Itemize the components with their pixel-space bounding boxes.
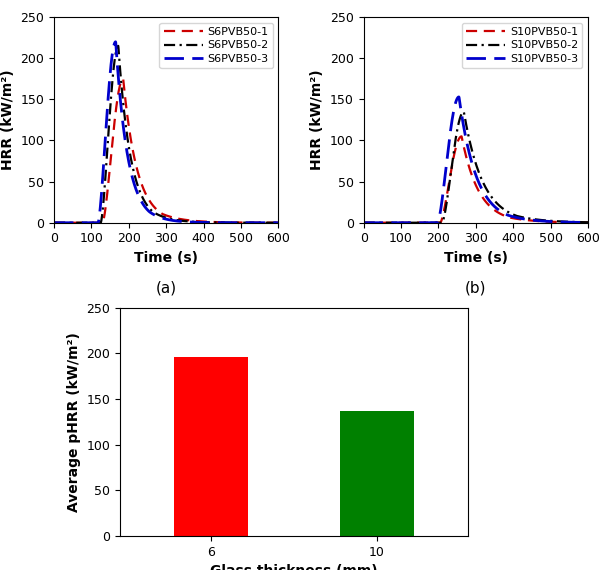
- S6PVB50-1: [119, 75, 127, 82]
- S10PVB50-3: [383, 219, 390, 226]
- S6PVB50-1: [73, 219, 80, 226]
- Y-axis label: HRR (kW/m²): HRR (kW/m²): [1, 70, 15, 170]
- S10PVB50-2: [360, 219, 367, 226]
- S10PVB50-1: [383, 219, 390, 226]
- Line: S6PVB50-2: S6PVB50-2: [54, 46, 278, 223]
- S6PVB50-2: [115, 43, 122, 50]
- S10PVB50-3: [584, 219, 592, 226]
- X-axis label: Time (s): Time (s): [444, 251, 508, 265]
- S6PVB50-1: [50, 219, 58, 226]
- S10PVB50-2: [539, 217, 547, 223]
- Bar: [174, 357, 248, 536]
- Line: S10PVB50-1: S10PVB50-1: [364, 136, 588, 223]
- Line: S10PVB50-3: S10PVB50-3: [364, 97, 588, 223]
- S6PVB50-3: [142, 203, 149, 210]
- S6PVB50-1: [275, 219, 282, 226]
- S10PVB50-2: [459, 109, 466, 116]
- S10PVB50-1: [539, 218, 547, 225]
- S10PVB50-1: [459, 138, 466, 145]
- S6PVB50-2: [275, 219, 282, 226]
- Line: S10PVB50-2: S10PVB50-2: [364, 112, 588, 223]
- S6PVB50-2: [230, 219, 237, 226]
- S6PVB50-1: [205, 218, 212, 225]
- S6PVB50-2: [226, 219, 233, 226]
- S6PVB50-1: [230, 219, 237, 226]
- S6PVB50-2: [50, 219, 58, 226]
- S10PVB50-2: [584, 219, 592, 226]
- S6PVB50-2: [142, 198, 149, 205]
- S10PVB50-3: [539, 218, 547, 225]
- S6PVB50-3: [205, 219, 212, 226]
- Legend: S6PVB50-1, S6PVB50-2, S6PVB50-3: S6PVB50-1, S6PVB50-2, S6PVB50-3: [160, 23, 273, 68]
- S10PVB50-1: [514, 215, 521, 222]
- S10PVB50-2: [535, 217, 542, 223]
- S10PVB50-2: [451, 144, 458, 150]
- S10PVB50-3: [514, 214, 521, 221]
- S6PVB50-2: [149, 209, 157, 215]
- S6PVB50-2: [205, 219, 212, 226]
- S6PVB50-3: [230, 219, 237, 226]
- S10PVB50-3: [360, 219, 367, 226]
- S10PVB50-2: [514, 213, 521, 219]
- S6PVB50-2: [73, 219, 80, 226]
- S10PVB50-3: [455, 93, 463, 100]
- S6PVB50-3: [226, 219, 233, 226]
- Line: S6PVB50-1: S6PVB50-1: [54, 79, 278, 223]
- S6PVB50-3: [275, 219, 282, 226]
- S6PVB50-1: [149, 202, 157, 209]
- S10PVB50-2: [460, 108, 467, 115]
- S10PVB50-2: [383, 219, 390, 226]
- S6PVB50-3: [149, 211, 157, 218]
- S6PVB50-3: [73, 219, 80, 226]
- S10PVB50-1: [535, 218, 542, 225]
- S10PVB50-1: [584, 219, 592, 226]
- S10PVB50-3: [459, 117, 466, 124]
- S6PVB50-1: [226, 219, 233, 226]
- X-axis label: Time (s): Time (s): [134, 251, 198, 265]
- X-axis label: Glass thickness (mm): Glass thickness (mm): [210, 564, 378, 570]
- Y-axis label: Average pHRR (kW/m²): Average pHRR (kW/m²): [67, 332, 81, 512]
- S10PVB50-3: [535, 217, 542, 224]
- Line: S6PVB50-3: S6PVB50-3: [54, 42, 278, 223]
- S6PVB50-1: [142, 189, 149, 196]
- Text: (a): (a): [155, 280, 177, 295]
- S10PVB50-1: [451, 150, 458, 157]
- Bar: [340, 411, 414, 536]
- Legend: S10PVB50-1, S10PVB50-2, S10PVB50-3: S10PVB50-1, S10PVB50-2, S10PVB50-3: [462, 23, 583, 68]
- S10PVB50-1: [360, 219, 367, 226]
- Y-axis label: HRR (kW/m²): HRR (kW/m²): [310, 70, 325, 170]
- S6PVB50-3: [50, 219, 58, 226]
- S6PVB50-3: [112, 38, 119, 45]
- S10PVB50-1: [458, 133, 465, 140]
- S10PVB50-3: [451, 104, 458, 111]
- Text: (b): (b): [465, 280, 487, 295]
